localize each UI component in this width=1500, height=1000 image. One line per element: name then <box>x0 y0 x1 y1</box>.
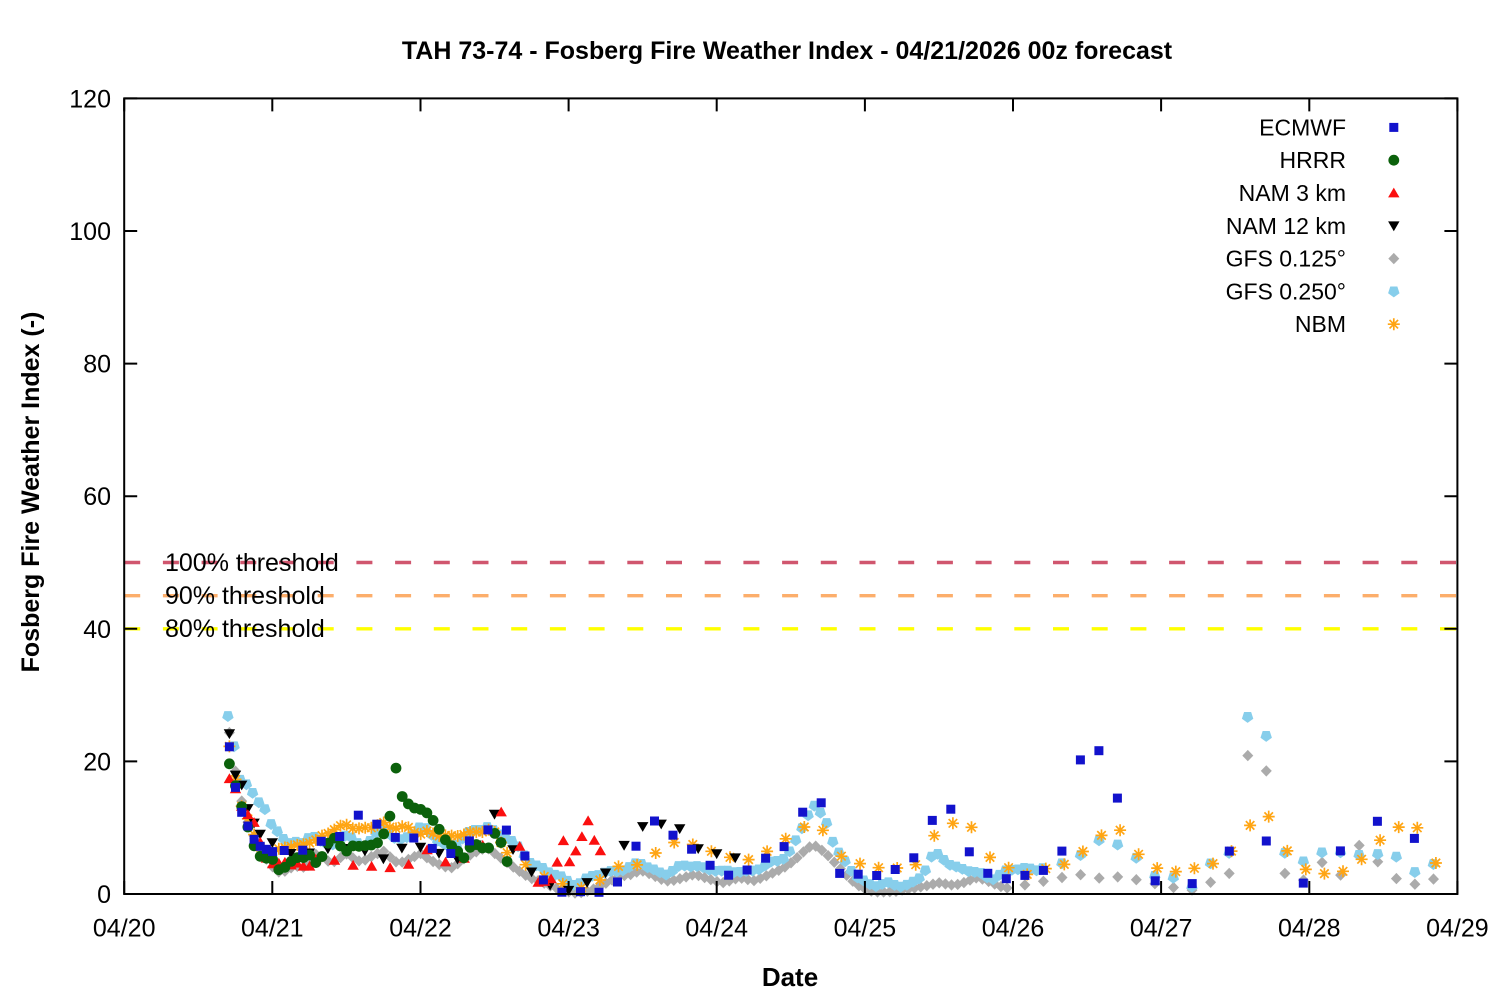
svg-text:80: 80 <box>83 351 111 379</box>
svg-text:GFS 0.125°: GFS 0.125° <box>1226 246 1346 272</box>
svg-text:0: 0 <box>97 881 111 909</box>
svg-text:TAH 73-74 - Fosberg Fire Weath: TAH 73-74 - Fosberg Fire Weather Index -… <box>402 37 1173 65</box>
svg-text:04/28: 04/28 <box>1278 915 1341 943</box>
svg-text:GFS 0.250°: GFS 0.250° <box>1226 278 1346 304</box>
svg-text:04/22: 04/22 <box>389 915 452 943</box>
svg-text:80% threshold: 80% threshold <box>165 615 325 643</box>
svg-text:NAM 3 km: NAM 3 km <box>1239 180 1346 206</box>
svg-text:120: 120 <box>69 85 111 113</box>
svg-text:40: 40 <box>83 616 111 644</box>
svg-text:Date: Date <box>762 962 818 992</box>
svg-text:100: 100 <box>69 218 111 246</box>
svg-text:NAM 12 km: NAM 12 km <box>1226 213 1346 239</box>
svg-text:04/23: 04/23 <box>537 915 600 943</box>
svg-text:60: 60 <box>83 483 111 511</box>
svg-text:04/20: 04/20 <box>93 915 156 943</box>
svg-text:HRRR: HRRR <box>1280 147 1346 173</box>
svg-text:04/25: 04/25 <box>834 915 897 943</box>
svg-text:100% threshold: 100% threshold <box>165 549 339 577</box>
svg-text:04/29: 04/29 <box>1426 915 1489 943</box>
svg-text:04/27: 04/27 <box>1130 915 1193 943</box>
svg-text:04/24: 04/24 <box>685 915 748 943</box>
svg-text:20: 20 <box>83 748 111 776</box>
svg-text:04/21: 04/21 <box>241 915 304 943</box>
svg-text:Fosberg Fire Weather Index (-): Fosberg Fire Weather Index (-) <box>17 312 45 673</box>
svg-text:04/26: 04/26 <box>982 915 1045 943</box>
svg-text:NBM: NBM <box>1295 311 1346 337</box>
svg-text:ECMWF: ECMWF <box>1259 114 1346 140</box>
svg-text:90% threshold: 90% threshold <box>165 582 325 610</box>
